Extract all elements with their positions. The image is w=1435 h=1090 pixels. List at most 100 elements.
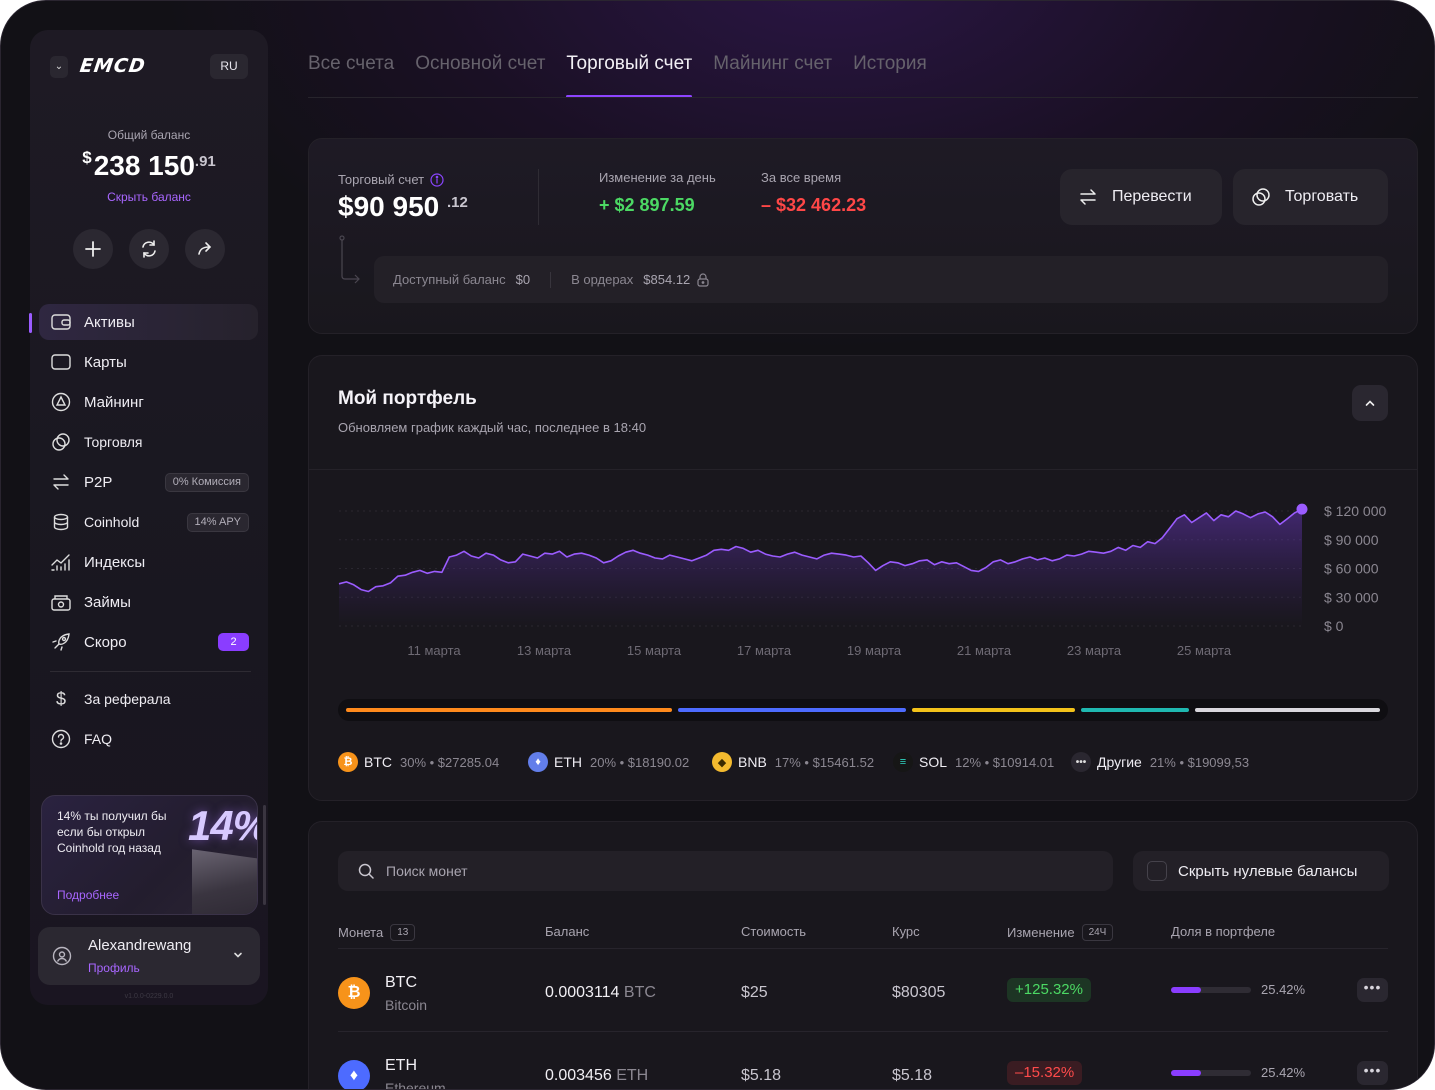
coin-name: Bitcoin	[385, 997, 428, 1013]
sidebar-item-loans[interactable]: Займы	[39, 584, 258, 620]
sidebar: ⌄ EMCD RU Общий баланс $238 150.91 Скрыт…	[29, 30, 268, 1005]
share-percent: 25.42%	[1261, 982, 1306, 997]
header-coin[interactable]: Монета 13	[338, 924, 416, 941]
more-button[interactable]: •••	[1357, 1061, 1388, 1085]
chevron-down-icon[interactable]	[231, 948, 245, 962]
portfolio-card: Мой портфель Обновляем график каждый час…	[308, 355, 1418, 801]
total-balance-value: $238 150.91	[30, 148, 268, 182]
chart-line	[338, 508, 1303, 593]
account-label-text: Торговый счет	[338, 172, 425, 187]
hide-balance-link[interactable]: Скрыть баланс	[107, 190, 191, 204]
header-balance[interactable]: Баланс	[545, 924, 589, 939]
sidebar-item-faq[interactable]: FAQ	[39, 721, 258, 757]
chevron-down-icon[interactable]: ⌄	[50, 56, 68, 78]
profile-menu[interactable]: Alexandrewang Профиль	[38, 927, 260, 985]
y-tick-label: $ 60 000	[1324, 561, 1379, 577]
tab-all-accounts[interactable]: Все счета	[308, 53, 395, 74]
tab-history[interactable]: История	[853, 53, 927, 74]
legend-symbol: ETH	[554, 754, 582, 770]
sidebar-item-assets[interactable]: Активы	[39, 304, 258, 340]
all-time-value: – $32 462.23	[761, 195, 867, 215]
sidebar-item-indexes[interactable]: Индексы	[39, 544, 258, 580]
swap-icon	[142, 240, 156, 258]
portfolio-subtitle: Обновляем график каждый час, последнее в…	[338, 420, 647, 435]
coin-balance: 0.0003114 BTC	[545, 984, 656, 1002]
balance-amount: 0.003456	[545, 1067, 612, 1084]
sidebar-item-label: Торговля	[84, 434, 143, 450]
header-label: Изменение	[1007, 925, 1075, 940]
sidebar-item-referral[interactable]: $ За реферала	[39, 681, 258, 717]
coin-balance: 0.003456 ETH	[545, 1067, 648, 1085]
sidebar-header: ⌄ EMCD RU	[50, 52, 248, 80]
legend-btc[interactable]: ₿ BTC 30% • $27285.04	[338, 752, 499, 772]
sidebar-item-trading[interactable]: Торговля	[39, 424, 258, 460]
bnb-icon: ◆	[712, 752, 732, 772]
coinhold-promo[interactable]: 14% ты получил бы если бы открыл Coinhol…	[41, 795, 258, 915]
change-badge: +125.32%	[1007, 978, 1091, 1002]
sidebar-item-p2p[interactable]: P2P 0% Комиссия	[39, 464, 258, 500]
search-icon	[358, 863, 374, 879]
ethereum-icon: ♦	[338, 1060, 370, 1089]
change-badge: –15.32%	[1007, 1061, 1083, 1085]
coin-rate: $5.18	[892, 1067, 933, 1084]
tab-main-account[interactable]: Основной счет	[415, 53, 546, 74]
legend-eth[interactable]: ♦ ETH 20% • $18190.02	[528, 752, 689, 772]
tab-mining-account[interactable]: Майнинг счет	[713, 53, 833, 74]
header-label: Монета	[338, 925, 384, 940]
trade-button[interactable]: Торговать	[1233, 169, 1388, 225]
language-button[interactable]: RU	[210, 54, 248, 79]
coin-name: Ethereum	[385, 1080, 446, 1090]
tabs-divider	[308, 97, 1418, 98]
sidebar-item-label: Майнинг	[84, 393, 144, 411]
collapse-button[interactable]	[1352, 385, 1388, 421]
info-icon[interactable]	[430, 172, 444, 187]
sidebar-item-label: P2P	[84, 473, 113, 491]
divider	[550, 271, 552, 288]
promo-scrollbar[interactable]	[263, 805, 266, 905]
header-change[interactable]: Изменение 24Ч	[1007, 924, 1114, 941]
send-button[interactable]	[185, 229, 225, 269]
hide-zero-toggle[interactable]: Скрыть нулевые балансы	[1133, 851, 1389, 891]
allocation-segment[interactable]	[677, 708, 906, 712]
search-input[interactable]	[386, 863, 986, 879]
sidebar-item-soon[interactable]: Скоро 2	[39, 624, 258, 660]
legend-bnb[interactable]: ◆ BNB 17% • $15461.52	[712, 752, 874, 772]
coin-symbol: ETH	[385, 1057, 417, 1074]
portfolio-chart[interactable]: $ 120 000 $ 90 000 $ 60 000 $ 30 000 $ 0 11 …	[309, 469, 1417, 669]
y-tick-label: $ 0	[1324, 618, 1344, 634]
tab-trading-account[interactable]: Торговый счет	[566, 53, 692, 98]
mining-icon	[51, 392, 71, 412]
count-badge: 2	[218, 633, 249, 651]
allocation-segment[interactable]	[911, 708, 1075, 712]
promo-more-link[interactable]: Подробнее	[57, 888, 120, 902]
share-arrow-icon	[198, 242, 212, 255]
header-share[interactable]: Доля в портфеле	[1171, 924, 1275, 939]
coin-symbol: BTC	[385, 974, 417, 991]
legend-sol[interactable]: ≡ SOL 12% • $10914.01	[893, 752, 1054, 772]
sidebar-item-coinhold[interactable]: Coinhold 14% APY	[39, 504, 258, 540]
exchange-button[interactable]	[129, 229, 169, 269]
sidebar-item-cards[interactable]: Карты	[39, 344, 258, 380]
sidebar-item-mining[interactable]: Майнинг	[39, 384, 258, 420]
solana-icon: ≡	[893, 752, 913, 772]
logo: EMCD	[78, 55, 148, 77]
allocation-segment[interactable]	[1080, 708, 1190, 712]
legend-others[interactable]: ••• Другие 21% • $19099,53	[1071, 752, 1249, 772]
legend-meta: 20% • $18190.02	[590, 754, 690, 770]
checkbox[interactable]	[1147, 861, 1167, 881]
balance-unit: BTC	[623, 984, 656, 1001]
balance-currency: $	[82, 148, 92, 167]
y-tick-label: $ 90 000	[1324, 532, 1379, 548]
more-button[interactable]: •••	[1357, 978, 1388, 1002]
coin-search[interactable]	[338, 851, 1113, 891]
transfer-button[interactable]: Перевести	[1060, 169, 1222, 225]
profile-link[interactable]: Профиль	[88, 961, 140, 975]
allocation-segment[interactable]	[346, 708, 672, 712]
header-value[interactable]: Стоимость	[741, 924, 806, 939]
allocation-segment[interactable]	[1195, 708, 1380, 712]
promo-illustration	[192, 849, 257, 914]
chart-last-point[interactable]	[1296, 503, 1308, 515]
deposit-button[interactable]	[73, 229, 113, 269]
header-rate[interactable]: Курс	[892, 924, 920, 939]
commission-badge: 0% Комиссия	[164, 473, 249, 492]
